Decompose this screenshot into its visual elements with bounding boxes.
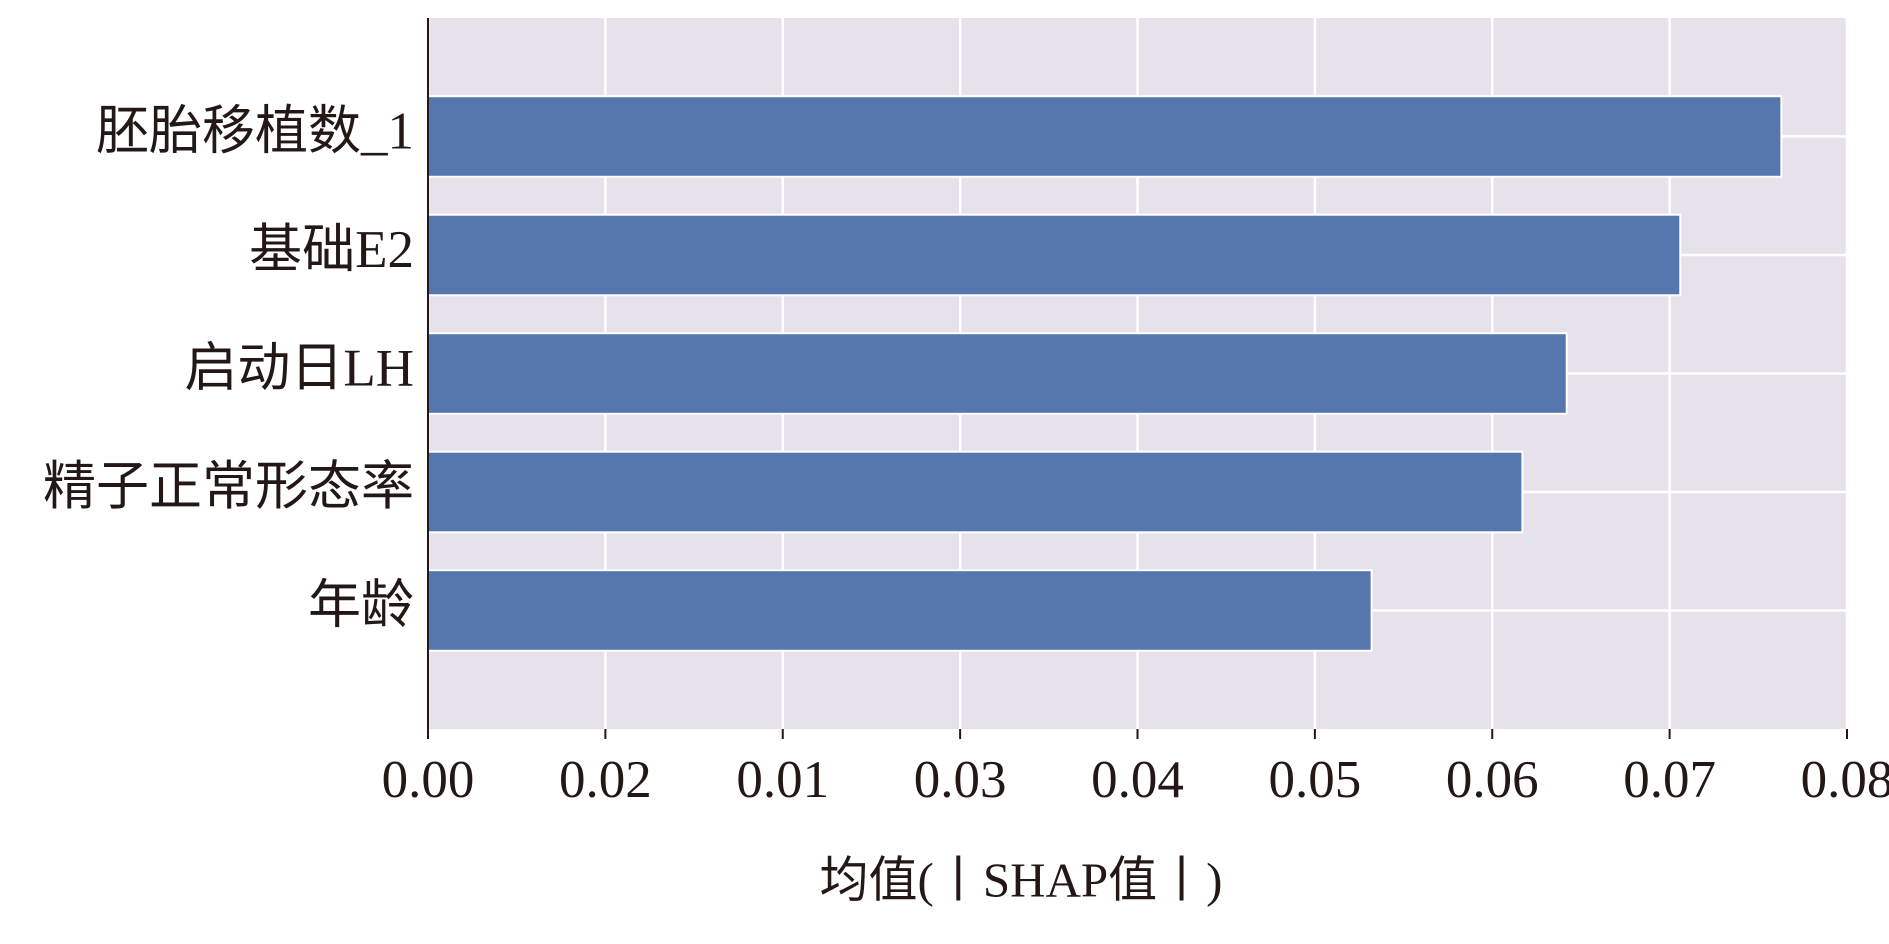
x-tick-label: 0.07 — [1623, 751, 1716, 809]
x-tick-label: 0.06 — [1446, 751, 1539, 809]
bar — [427, 95, 1783, 178]
x-tick-label: 0.04 — [1091, 751, 1184, 809]
bar — [427, 569, 1373, 652]
y-tick-label: 精子正常形态率 — [43, 458, 414, 516]
x-tick-label: 0.00 — [382, 751, 475, 809]
x-tick-label: 0.08 — [1801, 751, 1889, 809]
x-tick-label: 0.02 — [559, 751, 652, 809]
y-tick-label: 启动日LH — [184, 340, 414, 398]
x-axis-label: 均值(丨SHAP值丨) — [820, 852, 1223, 907]
bar — [427, 332, 1568, 415]
x-tick-label: 0.03 — [914, 751, 1007, 809]
bar — [427, 450, 1524, 534]
x-tick-label: 0.01 — [736, 751, 829, 809]
y-tick-label: 年龄 — [308, 577, 414, 635]
y-tick-label: 基础E2 — [249, 221, 414, 279]
bar — [427, 213, 1682, 297]
x-tick-label: 0.05 — [1269, 751, 1362, 809]
y-tick-label: 胚胎移植数_1 — [96, 103, 414, 161]
